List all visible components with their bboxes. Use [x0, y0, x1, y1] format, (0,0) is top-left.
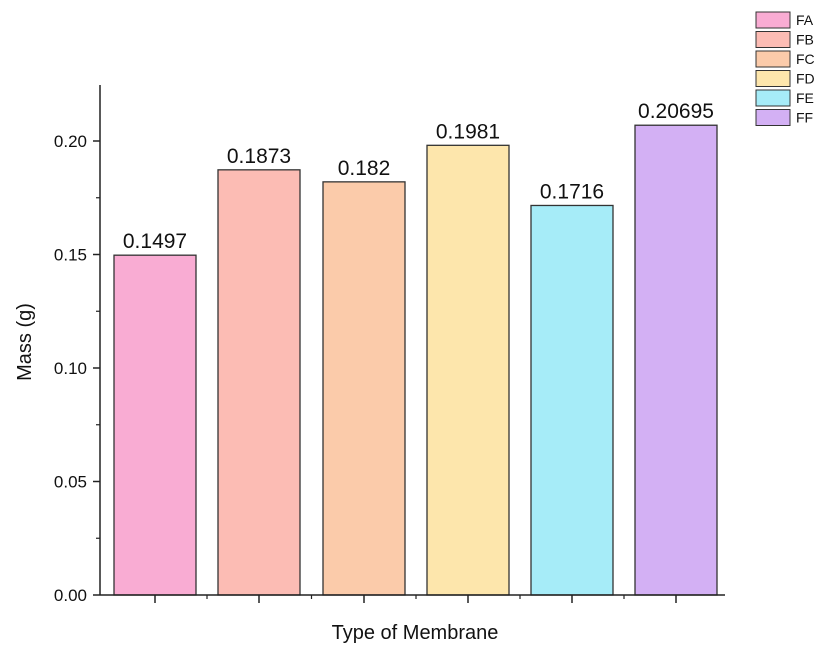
legend: FA FB FC FD FE FF: [755, 11, 815, 126]
legend-swatch-fa: [755, 11, 791, 29]
y-tick-label: 0.05: [54, 473, 87, 492]
data-label-fd: 0.1981: [436, 120, 500, 143]
y-tick-label: 0.00: [54, 586, 87, 605]
legend-swatch-fd: [755, 70, 791, 87]
legend-swatch-ff: [755, 109, 791, 126]
bar-ff: [634, 124, 718, 596]
axes-layer: [99, 85, 725, 596]
data-label-fc: 0.182: [338, 157, 391, 180]
legend-label-fc: FC: [796, 51, 815, 67]
bar-fe: [530, 204, 614, 596]
data-labels-layer: 0.1497 0.1873 0.182 0.1981 0.1716 0.20695: [123, 100, 714, 253]
y-tick-label: 0.20: [54, 132, 87, 151]
y-ticks-layer: 0.00 0.05 0.10 0.15 0.20: [54, 132, 100, 605]
data-label-fa: 0.1497: [123, 230, 187, 253]
data-label-fe: 0.1716: [540, 180, 604, 203]
data-label-ff: 0.20695: [638, 100, 714, 123]
legend-swatch-fb: [755, 31, 791, 48]
data-label-fb: 0.1873: [227, 145, 291, 168]
y-tick-label: 0.15: [54, 246, 87, 265]
y-tick-label: 0.10: [54, 359, 87, 378]
legend-label-fb: FB: [796, 32, 814, 48]
legend-label-fa: FA: [796, 12, 814, 28]
x-ticks-layer: [154, 595, 677, 603]
bar-fc: [322, 181, 406, 596]
legend-label-ff: FF: [796, 110, 813, 126]
legend-swatch-fc: [755, 50, 791, 68]
bars-layer: [113, 124, 718, 596]
y-axis-title: Mass (g): [14, 303, 36, 381]
bar-fa: [113, 254, 197, 596]
bar-fd: [426, 144, 510, 596]
legend-swatch-fe: [755, 89, 791, 107]
bar-fb: [217, 169, 301, 596]
legend-label-fd: FD: [796, 71, 815, 87]
x-axis-title: Type of Membrane: [332, 622, 499, 644]
legend-label-fe: FE: [796, 90, 814, 106]
